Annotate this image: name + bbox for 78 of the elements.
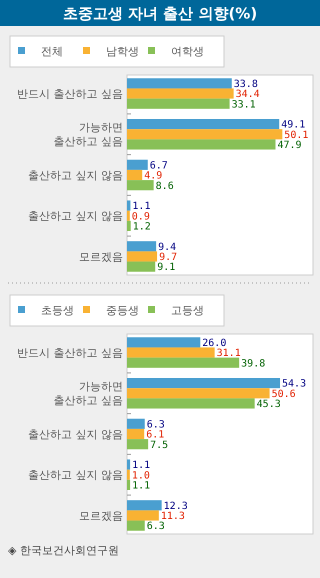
bar (127, 88, 234, 99)
bar (127, 210, 130, 221)
data-label: 1.0 (132, 470, 150, 482)
bar (127, 98, 230, 109)
data-label: 6.3 (146, 521, 165, 532)
data-label: 33.1 (232, 99, 256, 110)
bar (127, 251, 158, 262)
y-tick-label: 출산하고 싶지 않음 (28, 468, 123, 482)
data-label: 1.1 (132, 480, 150, 492)
y-tick-label: 출산하고 싶지 않음 (28, 210, 123, 223)
bar (127, 510, 159, 521)
bar (127, 439, 148, 450)
data-label: 6.7 (150, 160, 168, 172)
data-label: 4.9 (144, 170, 162, 182)
legend-label: 중등생 (106, 304, 139, 317)
bar (127, 200, 130, 211)
data-label: 34.4 (236, 89, 260, 100)
data-label: 33.8 (234, 78, 258, 90)
bar (127, 347, 215, 358)
bar (127, 241, 156, 252)
text: ◈ 한국보건사회연구원 (8, 544, 119, 557)
bar (127, 500, 162, 510)
legend-label: 여학생 (171, 44, 204, 58)
data-label: 1.1 (132, 201, 150, 212)
data-label: 50.1 (284, 130, 308, 141)
data-label: 54.3 (282, 378, 306, 390)
bar (127, 470, 130, 480)
bar (127, 170, 142, 180)
bar (127, 428, 144, 440)
data-label: 49.1 (281, 120, 306, 131)
bar (127, 398, 255, 409)
y-tick-label: 가능하면 출산하고 싶음 (54, 380, 123, 408)
data-label: 8.6 (156, 180, 174, 192)
data-label: 45.3 (256, 399, 281, 410)
chart-title: 초중고생 자녀 출산 의향(%) (62, 4, 258, 22)
data-label: 0.9 (132, 211, 150, 222)
bar (127, 358, 240, 368)
data-label: 26.0 (202, 338, 226, 349)
legend-label: 초등생 (41, 304, 74, 317)
y-tick-label: 가능하면 출산하고 싶음 (54, 121, 123, 148)
bar (127, 118, 280, 130)
data-label: 31.1 (216, 348, 241, 360)
bar (127, 480, 130, 490)
legend-label: 남학생 (106, 44, 139, 58)
bar (127, 139, 276, 150)
bar (127, 378, 280, 388)
data-label: 47.9 (277, 140, 302, 152)
data-label: 7.5 (150, 440, 168, 451)
data-label: 39.8 (241, 358, 266, 370)
bar (127, 129, 282, 140)
y-tick-label: 모르겠음 (79, 509, 123, 522)
bar (127, 220, 131, 232)
data-label: 9.1 (157, 262, 176, 274)
data-label: 12.3 (164, 500, 188, 512)
bar (127, 337, 200, 348)
data-label: 1.2 (132, 222, 151, 233)
bar (127, 160, 148, 170)
data-label: 9.4 (158, 242, 176, 253)
bar (127, 418, 145, 429)
bar (127, 459, 130, 470)
data-label: 6.3 (146, 419, 165, 430)
data-label: 9.7 (159, 252, 178, 264)
data-label: 50.6 (272, 388, 296, 400)
data-label: 11.3 (160, 511, 185, 522)
bar (127, 520, 145, 531)
bar (127, 180, 154, 190)
legend-label: 고등생 (171, 304, 204, 317)
y-tick-label: 출산하고 싶지 않음 (28, 428, 123, 441)
y-tick-label: 모르겠음 (79, 250, 123, 264)
y-tick-label: 반드시 출산하고 싶음 (17, 346, 123, 360)
y-tick-label: 반드시 출산하고 싶음 (17, 87, 123, 100)
y-tick-label: 출산하고 싶지 않음 (28, 168, 123, 182)
bar (127, 78, 232, 88)
bar (127, 262, 156, 272)
bar (127, 388, 270, 398)
data-label: 1.1 (132, 460, 150, 472)
legend-label: 전체 (41, 44, 63, 58)
data-label: 6.1 (146, 430, 164, 441)
